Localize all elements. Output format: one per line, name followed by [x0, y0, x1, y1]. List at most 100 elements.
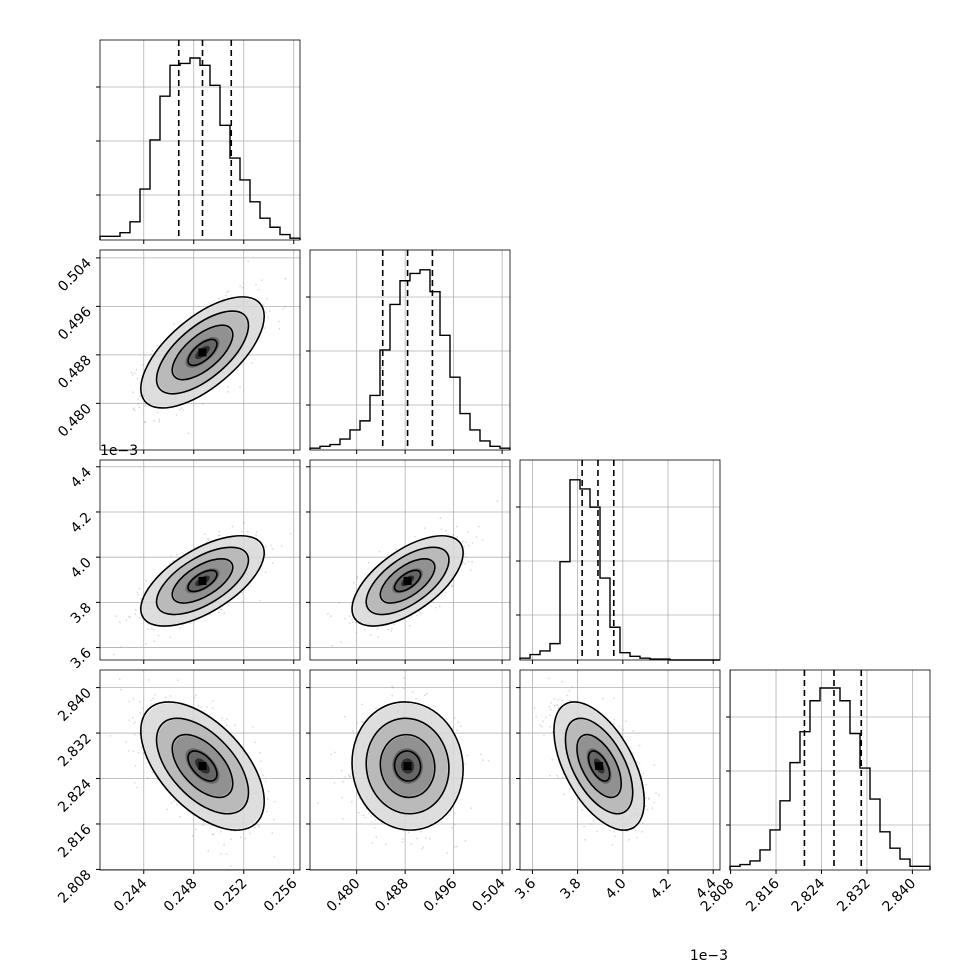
sample-point	[223, 843, 226, 846]
sample-point	[234, 724, 236, 727]
sample-point	[482, 759, 485, 761]
sample-point	[253, 826, 256, 829]
sample-point	[467, 531, 469, 534]
sample-point	[193, 696, 196, 699]
sample-point	[132, 391, 135, 394]
sample-point	[249, 832, 252, 835]
sample-point	[267, 316, 270, 319]
sample-point	[454, 846, 456, 848]
sample-point	[471, 542, 474, 544]
sample-point	[355, 622, 357, 624]
sample-point	[211, 833, 214, 836]
sample-point	[273, 856, 276, 858]
sample-point	[169, 695, 172, 697]
sample-point	[369, 634, 372, 636]
sample-point	[109, 734, 112, 737]
sample-point	[251, 362, 254, 364]
sample-point	[475, 536, 478, 538]
sample-point	[459, 725, 462, 728]
sample-point	[423, 527, 426, 529]
sample-point	[142, 752, 145, 755]
sample-point	[466, 754, 469, 757]
panel-frame	[309, 249, 511, 451]
sample-point	[355, 631, 358, 634]
sample-point	[259, 760, 262, 763]
sample-point	[426, 692, 428, 695]
sample-point	[223, 612, 226, 615]
sample-point	[349, 775, 352, 778]
contour-line	[187, 750, 218, 782]
sample-point	[456, 845, 458, 848]
sample-point	[545, 716, 547, 719]
sample-point	[225, 294, 227, 297]
sample-point	[180, 407, 183, 410]
sample-point	[202, 821, 205, 823]
panel-frame	[309, 459, 511, 661]
sample-point	[266, 297, 269, 300]
contour-line	[155, 717, 250, 815]
histogram	[309, 269, 511, 450]
contour-line	[187, 338, 218, 367]
sample-point	[374, 707, 377, 710]
sample-point	[462, 561, 465, 563]
histogram	[99, 57, 301, 240]
sample-point	[467, 544, 470, 547]
sample-point	[462, 540, 464, 543]
sample-point	[264, 571, 267, 574]
sample-point	[267, 798, 269, 800]
sample-point	[408, 617, 411, 620]
sample-point	[340, 641, 342, 643]
sample-point	[218, 534, 221, 537]
sample-point	[480, 753, 482, 756]
sample-point	[127, 615, 130, 618]
sample-point	[120, 646, 122, 648]
sample-point	[247, 873, 249, 875]
sample-point	[463, 545, 465, 548]
sample-point	[240, 530, 243, 533]
sample-point	[226, 718, 228, 720]
sample-point	[428, 837, 431, 840]
sample-point	[150, 627, 153, 630]
sample-point	[456, 729, 459, 732]
sample-point	[453, 823, 456, 826]
sample-point	[257, 824, 260, 827]
panel-frame	[99, 669, 301, 871]
sample-point	[187, 432, 190, 435]
sample-point	[539, 724, 542, 727]
sample-point	[145, 580, 148, 582]
sample-point	[211, 707, 214, 710]
panel-frame	[729, 669, 931, 871]
sample-point	[385, 843, 387, 846]
panel-frame	[519, 459, 721, 661]
sample-point	[176, 803, 179, 806]
sample-point	[370, 815, 373, 818]
sample-point	[221, 717, 224, 720]
sample-point	[137, 398, 140, 400]
sample-point	[344, 617, 346, 620]
sample-point	[613, 719, 616, 721]
sample-point	[360, 720, 363, 723]
sample-point	[217, 534, 220, 537]
sample-point	[170, 802, 173, 804]
sample-point	[351, 621, 354, 624]
sample-point	[422, 846, 425, 848]
sample-point	[206, 706, 209, 709]
sample-point	[218, 297, 221, 300]
sample-point	[361, 703, 364, 706]
sample-point	[241, 591, 244, 594]
sample-point	[455, 525, 458, 528]
sample-point	[373, 827, 376, 829]
sample-point	[452, 534, 454, 537]
sample-point	[198, 305, 201, 308]
sample-point	[129, 616, 131, 619]
sample-point	[403, 677, 405, 679]
sample-point	[144, 421, 146, 424]
sample-point	[212, 833, 215, 836]
sample-point	[358, 811, 360, 814]
contour-line	[351, 534, 464, 627]
sample-point	[446, 852, 449, 854]
sample-point	[465, 541, 467, 543]
sample-point	[273, 800, 276, 803]
sample-point	[191, 834, 194, 837]
sample-point	[424, 837, 427, 840]
